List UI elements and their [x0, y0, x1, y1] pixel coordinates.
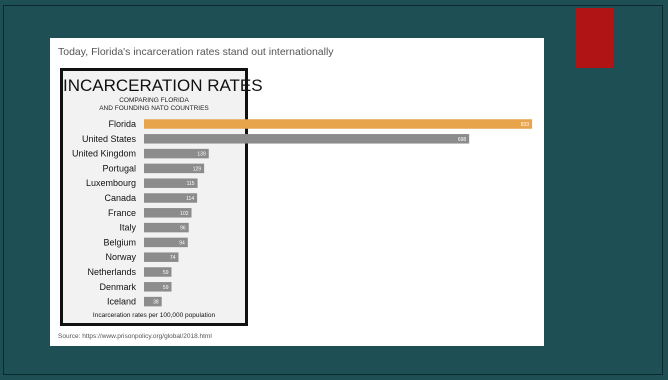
- data-label: 833: [521, 122, 530, 128]
- category-label: United Kingdom: [72, 149, 136, 159]
- bar-chart: Florida 833 United States 698 United Kingdom…: [72, 119, 533, 307]
- data-label: 139: [197, 152, 206, 158]
- data-label: 38: [153, 300, 159, 306]
- chart-subtitle: COMPARING FLORIDA AND FOUNDING NATO COUN…: [63, 97, 245, 113]
- bar: [144, 237, 188, 248]
- category-label: France: [108, 208, 136, 218]
- data-label: 114: [186, 196, 194, 202]
- bar: [144, 178, 198, 188]
- category-label: Florida: [108, 119, 136, 129]
- chart-note: Incarceration rates per 100,000 populati…: [92, 312, 216, 319]
- bar: [144, 222, 189, 233]
- bar: [144, 119, 533, 129]
- bar: [144, 282, 172, 292]
- chart-subtitle-line: COMPARING FLORIDA: [119, 97, 189, 104]
- data-label: 96: [180, 226, 186, 232]
- data-label: 115: [187, 181, 195, 187]
- bar: [144, 252, 179, 262]
- data-label: 129: [193, 166, 202, 172]
- category-label: United States: [82, 134, 137, 144]
- data-label: 74: [170, 255, 176, 261]
- bar: [144, 148, 209, 159]
- category-label: Luxembourg: [86, 178, 136, 188]
- bar: [144, 296, 162, 307]
- category-label: Netherlands: [87, 267, 136, 277]
- category-label: Belgium: [103, 237, 136, 247]
- data-label: 59: [163, 270, 169, 276]
- category-label: Iceland: [107, 297, 136, 307]
- category-label: Italy: [119, 223, 136, 233]
- chart-title: INCARCERATION RATES: [63, 76, 263, 95]
- accent-bar: [576, 8, 613, 68]
- data-label: 59: [163, 285, 169, 291]
- bar: [144, 208, 192, 218]
- bar: [144, 163, 205, 174]
- category-label: Denmark: [99, 282, 136, 292]
- category-label: Canada: [104, 193, 136, 203]
- bar: [144, 193, 198, 203]
- slide-frame: [3, 5, 663, 375]
- chart-subtitle-line: AND FOUNDING NATO COUNTRIES: [99, 105, 209, 112]
- data-label: 102: [180, 211, 189, 217]
- source-citation: Source: https://www.prisonpolicy.org/glo…: [58, 333, 212, 340]
- slide-card: Today, Florida's incarceration rates sta…: [50, 38, 544, 346]
- data-label: 94: [179, 240, 185, 246]
- bar: [144, 134, 470, 144]
- category-label: Norway: [105, 252, 136, 262]
- slide-title: Today, Florida's incarceration rates sta…: [58, 46, 334, 58]
- category-label: Portugal: [102, 163, 136, 173]
- data-label: 698: [458, 137, 467, 143]
- bar: [144, 267, 172, 277]
